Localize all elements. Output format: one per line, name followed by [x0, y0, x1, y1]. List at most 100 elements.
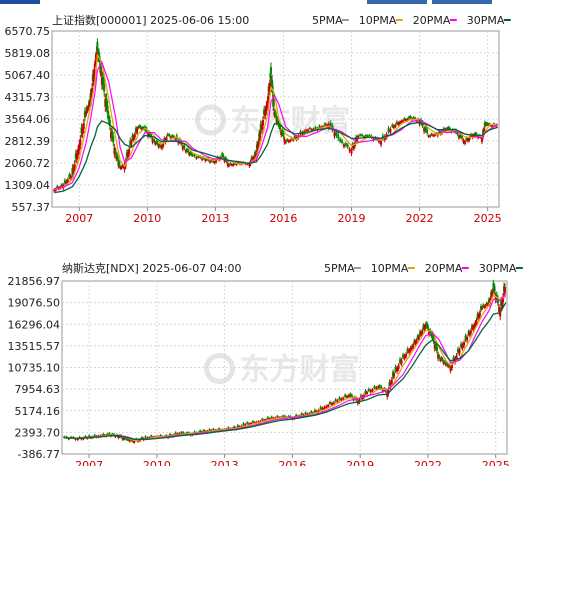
sh-candle-body [106, 105, 109, 114]
sh-candle-body [158, 144, 161, 147]
sh-candle-body [174, 137, 177, 140]
ndx-candle-body [420, 332, 423, 336]
ndx-candle-body [281, 415, 284, 417]
ndx-candle-body [106, 433, 109, 435]
ndx-candle-body [476, 313, 479, 318]
ndx-candle-body [449, 366, 452, 371]
sh-candle-body [162, 143, 165, 147]
sh-candle-body [276, 118, 279, 122]
sh-candle-body [256, 145, 259, 151]
sh-candle-body [283, 138, 286, 143]
sh-candle-body [433, 134, 436, 137]
ndx-candle-body [414, 341, 417, 344]
ndx-candle-body [126, 438, 129, 441]
sh-candle-body [127, 153, 130, 158]
sh-candle-body [468, 137, 471, 141]
ndx-legend-swatch-10pma [407, 267, 415, 269]
sh-legend-5pma: 5PMA [312, 14, 343, 27]
ndx-legend-swatch-5pma [353, 267, 361, 269]
ndx-candle-body [474, 322, 477, 327]
ndx-candle-body [244, 424, 247, 427]
sh-candle-body [88, 102, 91, 106]
ndx-candle-body [74, 438, 77, 440]
ndx-candle-body [375, 387, 378, 390]
sh-candle-body [312, 128, 315, 131]
sh-candle-body [490, 125, 493, 127]
ndx-candle-body [111, 433, 114, 436]
sh-candle-body [168, 134, 171, 136]
ndx-candle-body [494, 295, 497, 301]
ndx-y-tick-0: 21856.97 [8, 275, 61, 288]
ndx-candle-body [377, 386, 380, 389]
sh-candle-body [397, 122, 400, 125]
ndx-candle-body [330, 403, 333, 406]
ndx-candle-body [454, 358, 457, 363]
sh-candle-body [100, 66, 103, 73]
sh-candle-body [71, 167, 74, 174]
sh-x-tick-3: 2016 [269, 212, 297, 225]
ndx-candle-body [261, 418, 264, 421]
ndx-candle-body [246, 422, 249, 424]
sh-candle-body [424, 127, 427, 131]
sh-candle-body [389, 129, 392, 133]
sh-candle-body [60, 184, 63, 186]
sh-candle-body [310, 128, 313, 131]
sh-candle-body [271, 79, 274, 87]
sh-candle-body [92, 75, 95, 82]
ndx-x-tick-1: 2010 [143, 459, 171, 466]
ndx-x-tick-6: 2025 [482, 459, 510, 466]
sh-candle-body [258, 133, 261, 139]
shanghai-index-chart-svg: 上证指数[000001] 2025-06-06 15:00 5PMA 10PMA 20… [5, 13, 511, 225]
sh-candle-body [387, 128, 390, 132]
sh-candle-body [280, 131, 283, 136]
ndx-title: 纳斯达克[NDX] 2025-06-07 04:00 [62, 262, 241, 275]
ndx-candle-body [441, 358, 444, 361]
sh-candle-body [438, 130, 441, 134]
ndx-candle-body [233, 426, 236, 428]
ndx-candle-body [403, 355, 406, 359]
sh-candle-body [86, 108, 89, 112]
ndx-candle-body [202, 429, 205, 432]
sh-candle-body [87, 106, 90, 110]
ndx-candle-body [426, 325, 429, 329]
ndx-candle-body [405, 353, 408, 357]
sh-candle-body [231, 164, 234, 166]
sh-candle-body [131, 135, 134, 139]
sh-candle-body [237, 162, 240, 164]
sh-candle-body [284, 141, 287, 144]
ndx-candle-body [391, 372, 394, 377]
sh-legend-swatch-10pma [395, 19, 403, 21]
ndx-candle-body [345, 395, 348, 398]
ndx-candle-body [470, 325, 473, 329]
ndx-candle-body [390, 379, 393, 384]
ndx-candle-body [411, 345, 414, 349]
sh-y-tick-0: 6570.75 [5, 25, 51, 38]
ndx-legend-swatch-30pma [515, 267, 523, 269]
sh-candle-body [324, 123, 327, 126]
ndx-candle-body [433, 344, 436, 349]
ndx-candle-body [378, 385, 381, 388]
ndx-candle-body [489, 298, 492, 302]
ndx-candle-body [463, 342, 466, 346]
sh-candle-body [409, 116, 412, 118]
sh-candle-body [97, 51, 100, 58]
ndx-candle-body [482, 304, 485, 307]
sh-candle-body [335, 131, 338, 136]
ndx-candle-body [132, 440, 135, 443]
sh-candle-body [222, 154, 225, 158]
sh-candle-body [269, 67, 272, 75]
ndx-candle-body [159, 434, 162, 437]
ndx-candle-body [413, 340, 416, 343]
sh-candle-body [286, 139, 289, 141]
sh-candle-body [459, 134, 462, 137]
sh-eastmoney-logo-icon [195, 104, 226, 136]
ndx-candle-body [381, 389, 384, 392]
sh-candle-body [292, 138, 295, 141]
ndx-candle-body [362, 394, 365, 398]
ndx-candle-body [150, 435, 153, 437]
sh-candle-body [307, 129, 310, 131]
ndx-candle-body [84, 436, 87, 438]
ndx-candle-body [473, 324, 476, 328]
sh-candle-body [94, 59, 97, 64]
sh-y-tick-1: 5819.08 [5, 47, 51, 60]
